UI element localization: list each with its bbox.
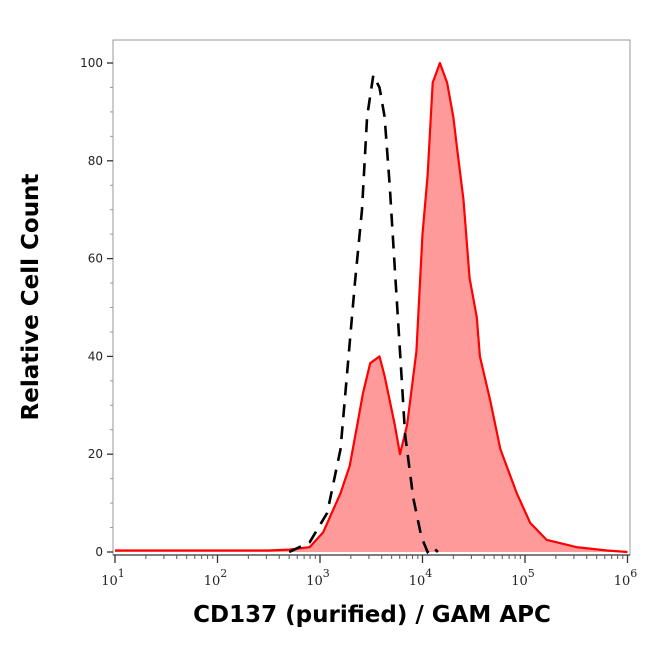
y-tick-label: 0 — [95, 545, 103, 559]
x-tick-exponent: 3 — [323, 567, 330, 580]
y-tick-label: 40 — [88, 349, 103, 363]
x-tick-label: 101 — [101, 567, 125, 589]
y-tick-label: 60 — [88, 252, 103, 266]
y-tick-label: 80 — [88, 154, 103, 168]
x-tick-label: 105 — [511, 567, 535, 589]
x-tick-exponent: 1 — [118, 567, 125, 580]
series-0-fill — [115, 63, 628, 552]
series-0-line — [115, 61, 628, 554]
x-tick-label: 103 — [306, 567, 330, 589]
x-axis-title: CD137 (purified) / GAM APC — [193, 602, 551, 628]
x-tick-exponent: 5 — [528, 567, 535, 580]
x-tick-exponent: 4 — [425, 567, 432, 580]
plot-area — [115, 61, 628, 555]
y-tick-label: 100 — [80, 56, 103, 70]
x-tick-base: 10 — [306, 574, 323, 589]
x-tick-base: 10 — [511, 574, 528, 589]
x-tick-base: 10 — [614, 574, 631, 589]
x-tick-base: 10 — [204, 574, 221, 589]
x-tick-label: 102 — [204, 567, 228, 589]
x-tick-exponent: 2 — [220, 567, 227, 580]
x-tick-label: 104 — [409, 567, 433, 589]
x-tick-label: 106 — [614, 567, 638, 589]
x-tick-base: 10 — [409, 574, 426, 589]
y-tick-label: 20 — [88, 447, 103, 461]
x-tick-exponent: 6 — [630, 567, 637, 580]
y-axis-title: Relative Cell Count — [18, 174, 44, 421]
x-tick-base: 10 — [101, 574, 118, 589]
series-1-dashed-line — [288, 70, 439, 555]
